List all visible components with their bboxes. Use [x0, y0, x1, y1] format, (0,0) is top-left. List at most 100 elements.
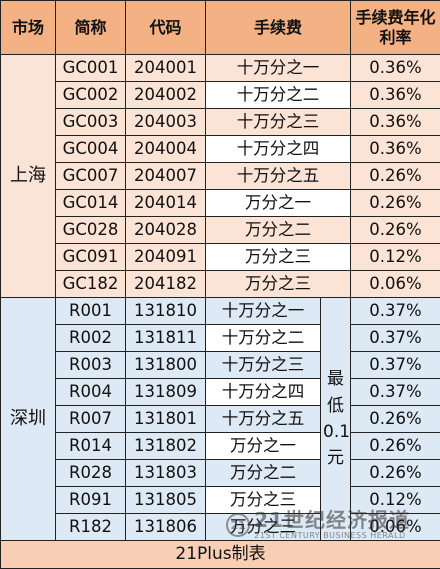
code-cell: 204003 [126, 109, 206, 136]
code-cell: 131806 [126, 514, 206, 541]
fee-cell: 万分之三 [206, 514, 321, 541]
fee-cell: 十万分之一 [206, 55, 351, 82]
fee-cell: 十万分之四 [206, 379, 321, 406]
fee-cell: 十万分之二 [206, 82, 351, 109]
rate-cell: 0.36% [351, 109, 440, 136]
fee-cell: 十万分之三 [206, 352, 321, 379]
abbr-cell: GC001 [56, 55, 126, 82]
header-market: 市场 [1, 1, 56, 55]
abbr-cell: R001 [56, 298, 126, 325]
fee-cell: 十万分之一 [206, 298, 321, 325]
abbr-cell: GC028 [56, 217, 126, 244]
header-abbr: 简称 [56, 1, 126, 55]
rate-cell: 0.36% [351, 136, 440, 163]
footer-row: 21Plus制表 [1, 541, 440, 569]
abbr-cell: GC091 [56, 244, 126, 271]
minimum-fee-text: 元 [323, 445, 348, 471]
code-cell: 204091 [126, 244, 206, 271]
rate-cell: 0.06% [351, 271, 440, 298]
fee-cell: 万分之三 [206, 271, 351, 298]
fee-cell: 万分之三 [206, 487, 321, 514]
rate-cell: 0.37% [351, 325, 440, 352]
code-cell: 204014 [126, 190, 206, 217]
abbr-cell: GC004 [56, 136, 126, 163]
table-source-note: 21Plus制表 [1, 541, 440, 569]
rate-cell: 0.12% [351, 487, 440, 514]
abbr-cell: R014 [56, 433, 126, 460]
code-cell: 204007 [126, 163, 206, 190]
code-cell: 204004 [126, 136, 206, 163]
abbr-cell: R091 [56, 487, 126, 514]
rate-cell: 0.26% [351, 163, 440, 190]
rate-cell: 0.26% [351, 433, 440, 460]
abbr-cell: GC182 [56, 271, 126, 298]
abbr-cell: R003 [56, 352, 126, 379]
rate-cell: 0.37% [351, 352, 440, 379]
fee-cell: 十万分之五 [206, 163, 351, 190]
code-cell: 131803 [126, 460, 206, 487]
abbr-cell: GC003 [56, 109, 126, 136]
header-row: 市场 简称 代码 手续费 手续费年化利率 [1, 1, 440, 55]
fee-cell: 万分之三 [206, 244, 351, 271]
abbr-cell: R028 [56, 460, 126, 487]
rate-cell: 0.26% [351, 217, 440, 244]
code-cell: 131800 [126, 352, 206, 379]
minimum-fee-text: 低 [323, 393, 348, 419]
fee-cell: 万分之二 [206, 460, 321, 487]
fee-cell: 十万分之三 [206, 109, 351, 136]
code-cell: 204001 [126, 55, 206, 82]
market-label-shanghai: 上海 [1, 55, 56, 298]
rate-cell: 0.12% [351, 244, 440, 271]
abbr-cell: R007 [56, 406, 126, 433]
code-cell: 131809 [126, 379, 206, 406]
abbr-cell: R182 [56, 514, 126, 541]
rate-cell: 0.26% [351, 460, 440, 487]
abbr-cell: R002 [56, 325, 126, 352]
rate-cell: 0.06% [351, 514, 440, 541]
header-fee: 手续费 [206, 1, 351, 55]
code-cell: 131811 [126, 325, 206, 352]
fee-cell: 万分之一 [206, 190, 351, 217]
fee-cell: 十万分之四 [206, 136, 351, 163]
rate-cell: 0.37% [351, 379, 440, 406]
rate-cell: 0.36% [351, 82, 440, 109]
code-cell: 131801 [126, 406, 206, 433]
fee-cell: 万分之一 [206, 433, 321, 460]
market-label-shenzhen: 深圳 [1, 298, 56, 541]
code-cell: 204028 [126, 217, 206, 244]
rate-cell: 0.37% [351, 298, 440, 325]
code-cell: 131802 [126, 433, 206, 460]
minimum-fee-text: 最 [323, 366, 348, 392]
abbr-cell: GC007 [56, 163, 126, 190]
rate-cell: 0.26% [351, 406, 440, 433]
code-cell: 131805 [126, 487, 206, 514]
minimum-fee-text: 0.1 [323, 419, 348, 445]
fee-cell: 十万分之二 [206, 325, 321, 352]
header-code: 代码 [126, 1, 206, 55]
rate-cell: 0.36% [351, 55, 440, 82]
abbr-cell: GC002 [56, 82, 126, 109]
fee-cell: 万分之二 [206, 217, 351, 244]
